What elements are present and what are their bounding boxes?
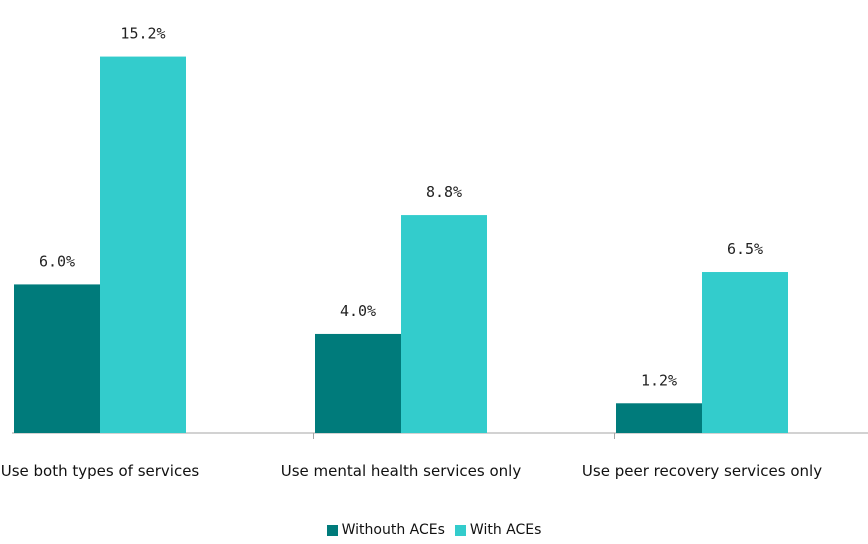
legend-swatch-without-aces bbox=[326, 524, 338, 536]
data-label: 6.5% bbox=[727, 240, 763, 258]
data-label: 4.0% bbox=[340, 302, 376, 320]
data-label: 1.2% bbox=[641, 371, 677, 389]
bar bbox=[702, 272, 788, 433]
legend: Withouth ACEs With ACEs bbox=[0, 522, 868, 538]
legend-item-without-aces: Withouth ACEs bbox=[326, 522, 445, 538]
legend-swatch-with-aces bbox=[454, 524, 466, 536]
category-label: Use peer recovery services only bbox=[582, 462, 822, 480]
data-label: 6.0% bbox=[39, 252, 75, 270]
data-label: 15.2% bbox=[120, 25, 165, 43]
bar bbox=[616, 403, 702, 433]
bar bbox=[315, 333, 401, 433]
legend-label-without-aces: Withouth ACEs bbox=[341, 522, 445, 538]
data-label: 8.8% bbox=[426, 183, 462, 201]
bar bbox=[401, 215, 487, 433]
category-label: Use both types of services bbox=[1, 462, 200, 480]
legend-label-with-aces: With ACEs bbox=[469, 522, 542, 538]
bar bbox=[100, 56, 186, 433]
bar bbox=[14, 284, 100, 433]
legend-item-with-aces: With ACEs bbox=[454, 522, 542, 538]
category-label: Use mental health services only bbox=[281, 462, 522, 480]
